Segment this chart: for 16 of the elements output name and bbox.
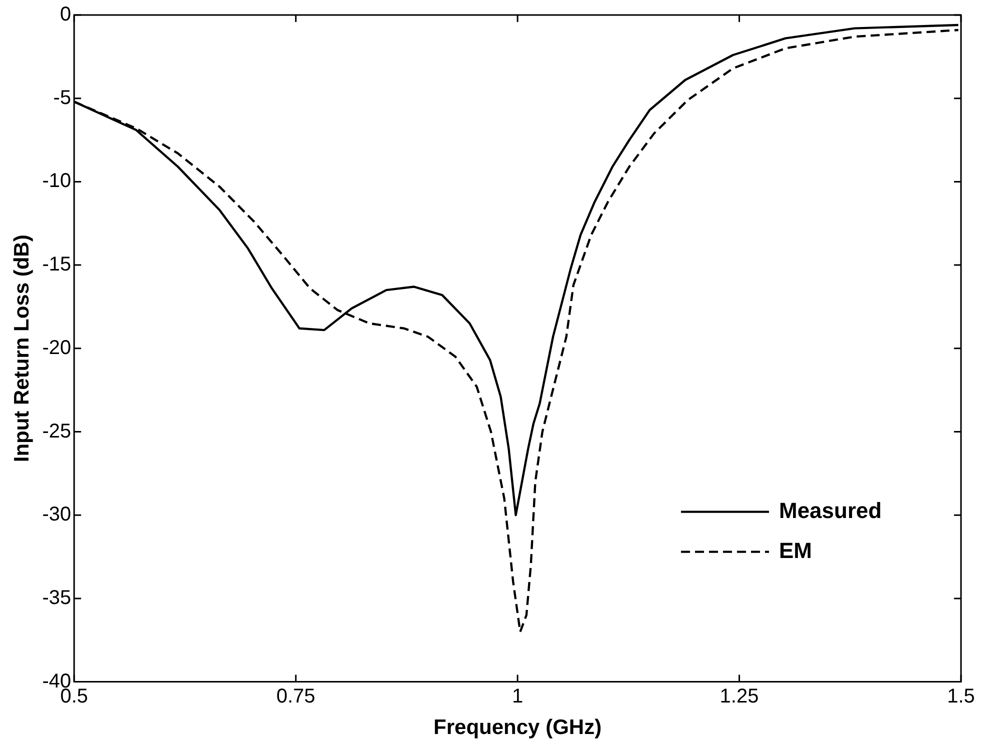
y-tick-label: -35: [42, 586, 72, 609]
y-tick-label: -10: [42, 170, 72, 192]
y-tick-label: -30: [42, 504, 72, 526]
x-tick-label: 1.5: [947, 685, 975, 708]
legend-label: EM: [779, 538, 812, 563]
x-tick-label: 1.25: [720, 685, 759, 708]
y-tick-label: 0: [60, 4, 72, 26]
x-axis-title: Frequency (GHz): [434, 716, 602, 740]
legend-label: Measured: [779, 498, 882, 523]
y-axis-title: Input Return Loss (dB): [10, 234, 34, 462]
y-tick-label: -20: [42, 336, 72, 359]
y-tick-label: -5: [53, 86, 72, 109]
y-tick-label: -15: [42, 254, 72, 276]
x-tick-label: 0.75: [276, 685, 316, 708]
x-tick-label: 1: [512, 685, 524, 708]
y-tick-label: -25: [42, 420, 72, 442]
